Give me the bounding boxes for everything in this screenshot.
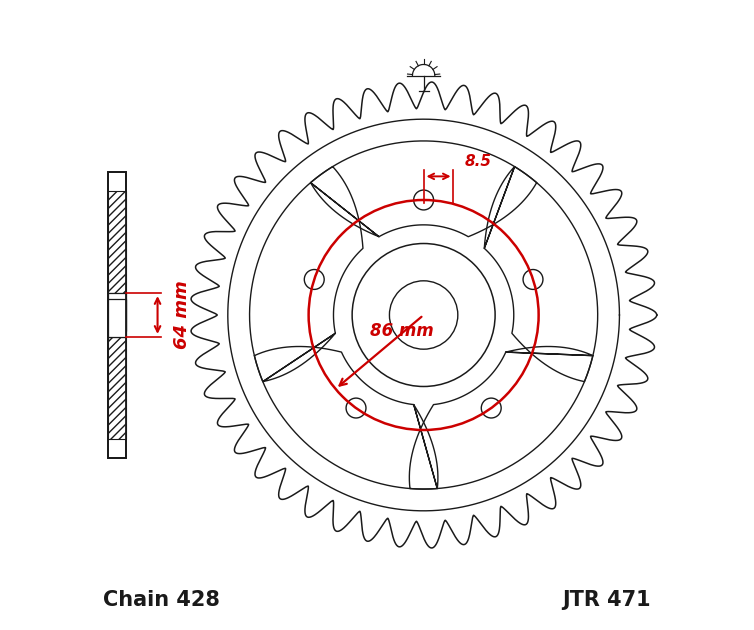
Text: 64 mm: 64 mm (173, 280, 191, 350)
Text: JTR 471: JTR 471 (562, 590, 651, 610)
Bar (108, 192, 127, 292)
Text: 8.5: 8.5 (464, 154, 492, 169)
Bar (108, 338, 127, 438)
Bar (108, 292, 127, 331)
Bar (108, 338, 127, 438)
Bar (108, 192, 127, 292)
Text: 86 mm: 86 mm (370, 321, 434, 340)
Text: Chain 428: Chain 428 (103, 590, 220, 610)
Bar (108, 172, 127, 458)
Bar (108, 299, 127, 338)
Bar (108, 172, 127, 458)
